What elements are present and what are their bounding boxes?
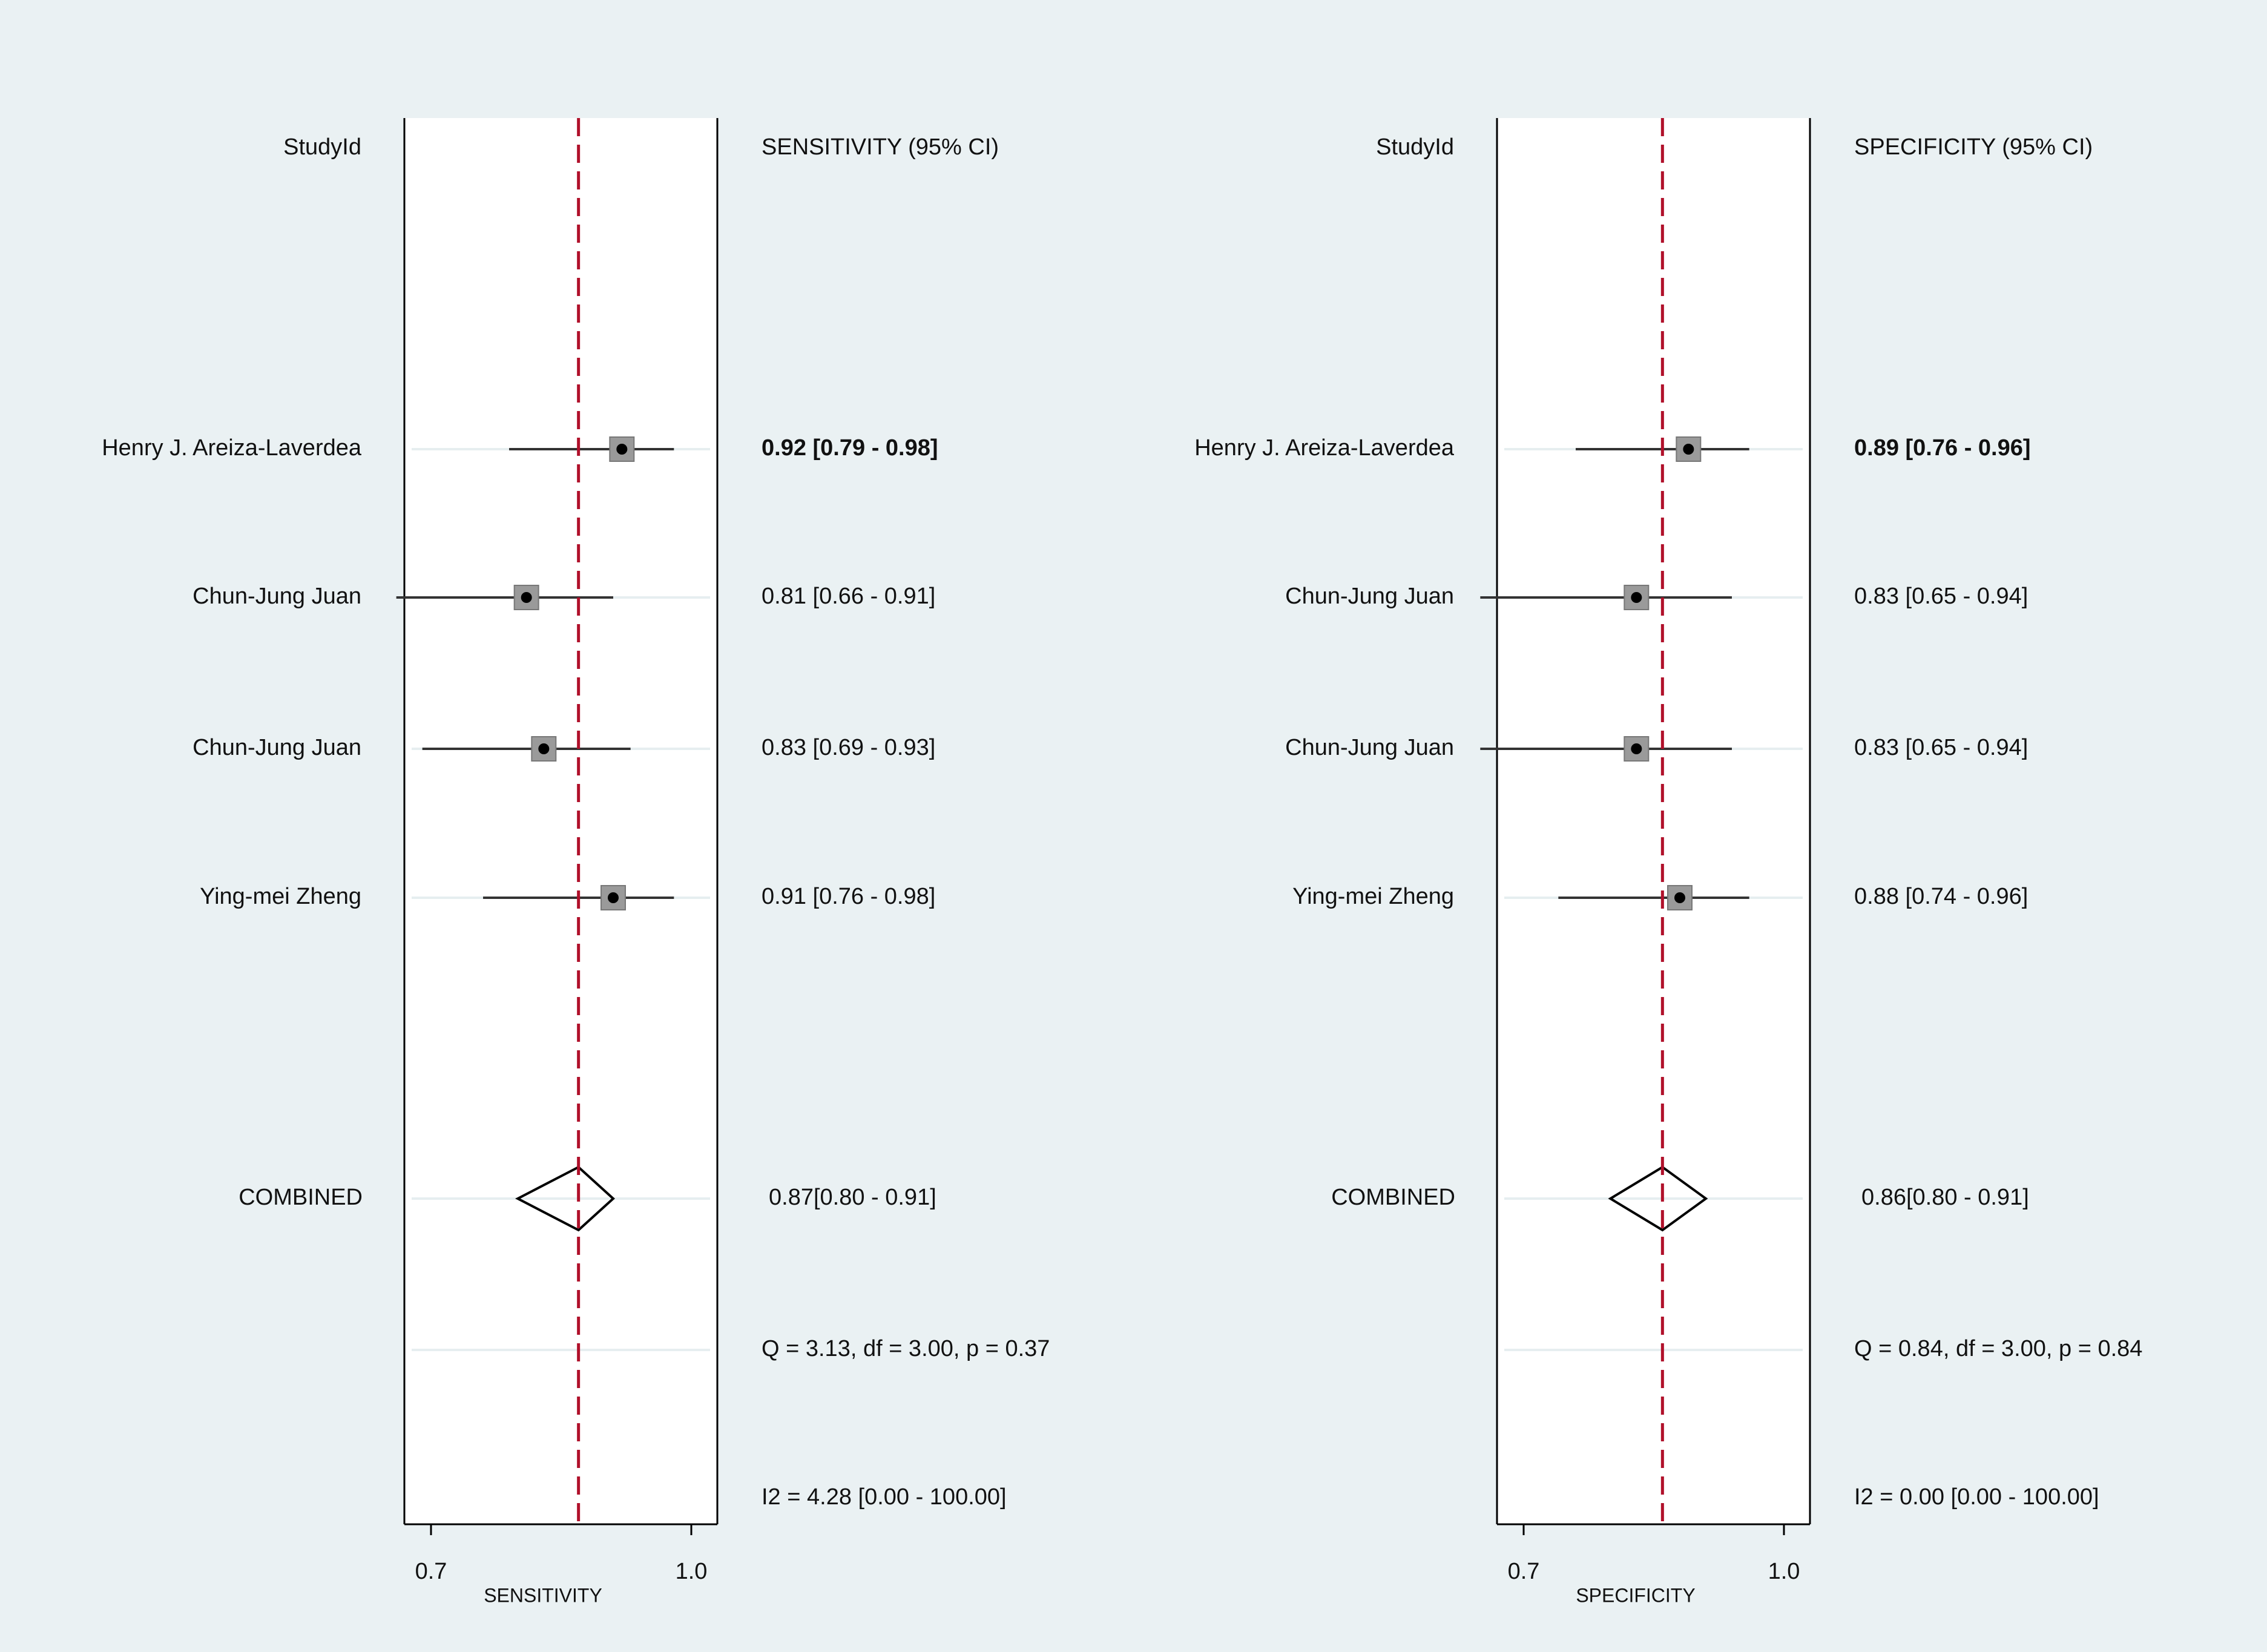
estimate-column-header: SENSITIVITY (95% CI) xyxy=(762,134,999,160)
estimate-label: 0.92 [0.79 - 0.98] xyxy=(762,435,938,461)
x-axis-label: SENSITIVITY xyxy=(484,1584,602,1606)
study-name: Henry J. Areiza-Laverdea xyxy=(102,435,362,461)
x-axis-label: SPECIFICITY xyxy=(1576,1584,1695,1606)
estimate-label: 0.81 [0.66 - 0.91] xyxy=(762,584,935,609)
combined-diamond xyxy=(515,1165,615,1232)
point-estimate xyxy=(521,592,532,603)
study-name: Ying-mei Zheng xyxy=(1292,884,1454,909)
point-estimate xyxy=(1631,743,1642,754)
study-column-header: StudyId xyxy=(1376,134,1454,160)
forest-panel-specificity: StudyId SPECIFICITY (95% CI) Henry J. Arei… xyxy=(1194,118,2142,1606)
point-estimate xyxy=(608,892,619,903)
combined-name: COMBINED xyxy=(1331,1185,1455,1210)
plot-area xyxy=(1497,118,1810,1524)
estimate-label: 0.83 [0.65 - 0.94] xyxy=(1854,584,2028,609)
combined-estimate-label: 0.86[0.80 - 0.91] xyxy=(1861,1185,2029,1210)
study-column-header: StudyId xyxy=(283,134,361,160)
study-name: Chun-Jung Juan xyxy=(1285,735,1454,760)
combined-diamond xyxy=(1608,1165,1708,1232)
study-weight-square xyxy=(1676,436,1702,462)
x-tick-label: 1.0 xyxy=(1768,1559,1800,1584)
study-name: Henry J. Areiza-Laverdea xyxy=(1194,435,1455,461)
heterogeneity-q: Q = 0.84, df = 3.00, p = 0.84 xyxy=(1854,1336,2142,1361)
x-tick-label: 1.0 xyxy=(676,1559,708,1584)
point-estimate xyxy=(1683,444,1694,455)
heterogeneity-i2: I2 = 4.28 [0.00 - 100.00] xyxy=(762,1484,1007,1510)
x-tick-label: 0.7 xyxy=(415,1559,447,1584)
study-name: Chun-Jung Juan xyxy=(192,735,361,760)
x-tick-label: 0.7 xyxy=(1508,1559,1540,1584)
study-weight-square xyxy=(600,885,626,910)
point-estimate xyxy=(616,444,628,455)
study-name: Chun-Jung Juan xyxy=(192,584,361,609)
point-estimate xyxy=(538,743,550,754)
forest-panel-sensitivity: StudyId SENSITIVITY (95% CI) Henry J. Arei… xyxy=(102,118,1050,1606)
estimate-label: 0.83 [0.65 - 0.94] xyxy=(1854,735,2028,760)
combined-name: COMBINED xyxy=(239,1185,363,1210)
study-name: Chun-Jung Juan xyxy=(1285,584,1454,609)
combined-estimate-label: 0.87[0.80 - 0.91] xyxy=(769,1185,936,1210)
estimate-label: 0.88 [0.74 - 0.96] xyxy=(1854,884,2028,909)
plot-area xyxy=(404,118,717,1524)
heterogeneity-q: Q = 3.13, df = 3.00, p = 0.37 xyxy=(762,1336,1050,1361)
estimate-column-header: SPECIFICITY (95% CI) xyxy=(1854,134,2093,160)
point-estimate xyxy=(1674,892,1685,903)
heterogeneity-i2: I2 = 0.00 [0.00 - 100.00] xyxy=(1854,1484,2099,1510)
estimate-label: 0.83 [0.69 - 0.93] xyxy=(762,735,935,760)
point-estimate xyxy=(1631,592,1642,603)
estimate-label: 0.91 [0.76 - 0.98] xyxy=(762,884,935,909)
study-name: Ying-mei Zheng xyxy=(200,884,361,909)
estimate-label: 0.89 [0.76 - 0.96] xyxy=(1854,435,2031,461)
